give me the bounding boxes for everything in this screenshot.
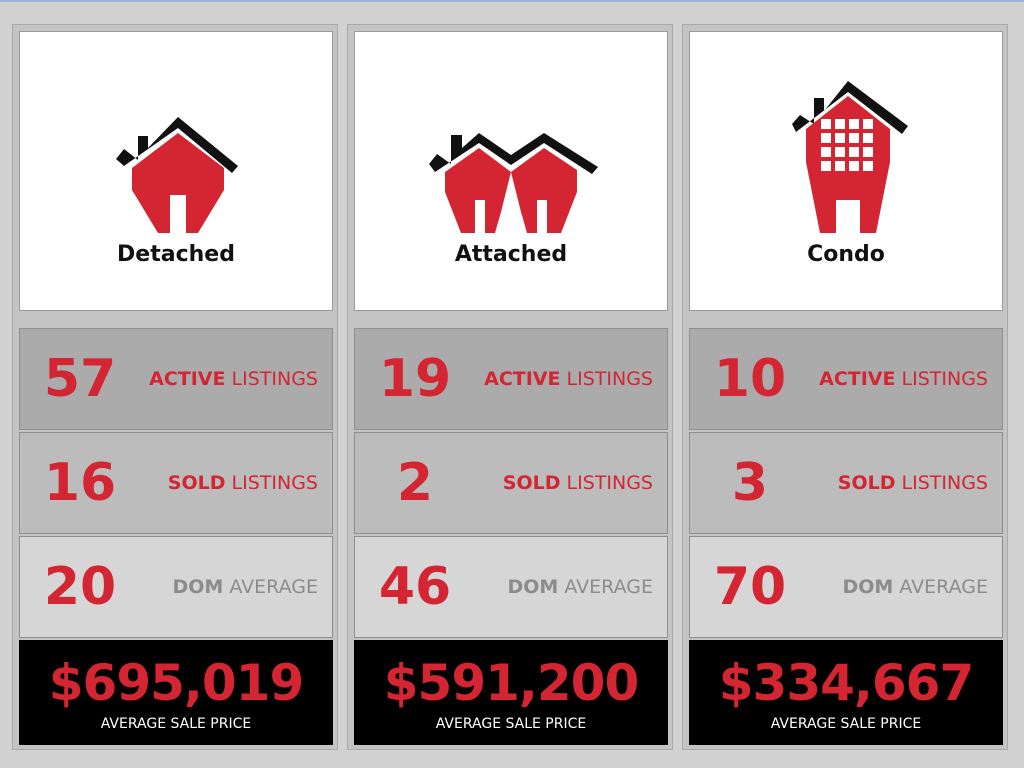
dom-average-label: DOM AVERAGE [842, 576, 989, 598]
average-sale-price: $334,667 [718, 654, 975, 712]
average-sale-price-label: AVERAGE SALE PRICE [100, 716, 252, 732]
average-sale-price: $695,019 [48, 654, 305, 712]
average-price-row: $334,667 AVERAGE SALE PRICE [689, 640, 1003, 745]
property-type-card: Attached [354, 31, 668, 311]
condo-building-icon [792, 81, 908, 233]
active-listings-label: ACTIVE LISTINGS [819, 368, 988, 390]
dom-average-value: 46 [378, 557, 452, 617]
active-listings-row: 10 ACTIVE LISTINGS [689, 328, 1003, 430]
sold-listings-row: 2 SOLD LISTINGS [354, 432, 668, 534]
sold-listings-count: 3 [731, 453, 769, 513]
dom-average-row: 20 DOM AVERAGE [19, 536, 333, 638]
property-type-label: Attached [454, 242, 568, 267]
sold-listings-label: SOLD LISTINGS [837, 472, 988, 494]
average-price-row: $695,019 AVERAGE SALE PRICE [19, 640, 333, 745]
dom-average-row: 46 DOM AVERAGE [354, 536, 668, 638]
sold-listings-label: SOLD LISTINGS [502, 472, 653, 494]
column-attached: Attached 19 ACTIVE LISTINGS 2 SOLD LISTI… [347, 24, 673, 750]
dom-average-label: DOM AVERAGE [507, 576, 654, 598]
active-listings-label: ACTIVE LISTINGS [149, 368, 318, 390]
sold-listings-row: 3 SOLD LISTINGS [689, 432, 1003, 534]
property-type-card: Detached [19, 31, 333, 311]
property-type-card: Condo [689, 31, 1003, 311]
active-listings-count: 57 [43, 349, 117, 409]
sold-listings-count: 2 [396, 453, 434, 513]
average-sale-price-label: AVERAGE SALE PRICE [770, 716, 922, 732]
average-sale-price-label: AVERAGE SALE PRICE [435, 716, 587, 732]
sold-listings-count: 16 [43, 453, 117, 513]
column-detached: Detached 57 ACTIVE LISTINGS 16 SOLD LIST… [12, 24, 338, 750]
dom-average-value: 20 [43, 557, 117, 617]
sold-listings-row: 16 SOLD LISTINGS [19, 432, 333, 534]
active-listings-count: 19 [378, 349, 452, 409]
active-listings-row: 19 ACTIVE LISTINGS [354, 328, 668, 430]
active-listings-row: 57 ACTIVE LISTINGS [19, 328, 333, 430]
dom-average-value: 70 [713, 557, 787, 617]
dom-average-label: DOM AVERAGE [172, 576, 319, 598]
average-price-row: $591,200 AVERAGE SALE PRICE [354, 640, 668, 745]
detached-house-icon [116, 117, 238, 233]
property-type-label: Detached [117, 242, 235, 267]
property-type-label: Condo [807, 242, 885, 267]
attached-house-icon [429, 133, 598, 233]
column-condo: Condo 10 ACTIVE LISTINGS 3 SOLD LISTINGS… [682, 24, 1008, 750]
average-sale-price: $591,200 [383, 654, 640, 712]
active-listings-count: 10 [713, 349, 787, 409]
top-border [0, 0, 1024, 2]
sold-listings-label: SOLD LISTINGS [167, 472, 318, 494]
dom-average-row: 70 DOM AVERAGE [689, 536, 1003, 638]
active-listings-label: ACTIVE LISTINGS [484, 368, 653, 390]
